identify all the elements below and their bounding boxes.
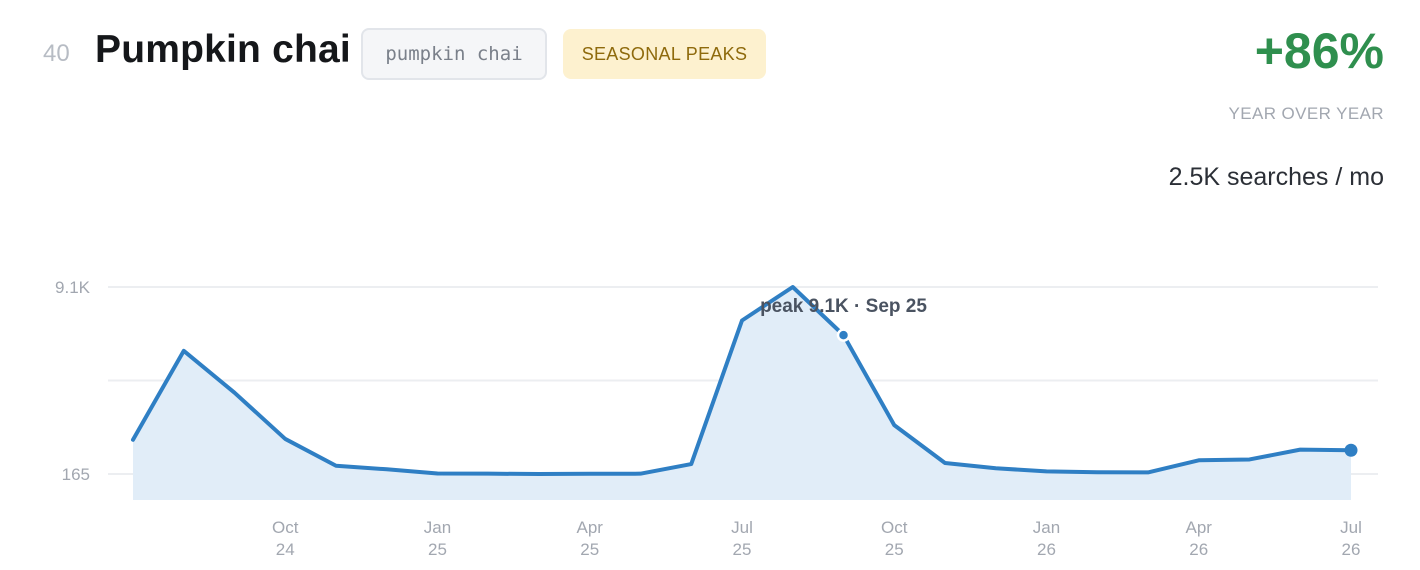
keyword-chip[interactable]: pumpkin chai — [361, 28, 547, 80]
x-tick-month: Jan — [1033, 518, 1060, 537]
x-tick-month: Jan — [424, 518, 451, 537]
x-tick-year: 26 — [1037, 540, 1056, 559]
x-tick-month: Apr — [577, 518, 604, 537]
x-tick-month: Oct — [272, 518, 299, 537]
x-tick-month: Oct — [881, 518, 908, 537]
search-volume: 2.5K searches / mo — [1168, 163, 1384, 191]
x-tick-year: 26 — [1342, 540, 1361, 559]
trend-title: Pumpkin chai — [95, 28, 351, 71]
seasonal-peaks-badge: SEASONAL PEAKS — [563, 29, 766, 79]
x-tick-month: Jul — [1340, 518, 1362, 537]
chart-label-layer: peak 9.1K · Sep 25 9.1K 165 Oct 24 Jan 25 Apr 25… — [55, 278, 1362, 559]
y-tick-label: 165 — [62, 465, 90, 484]
x-tick-year: 25 — [428, 540, 447, 559]
peak-point — [836, 328, 851, 342]
growth-percent: +86% — [1254, 23, 1384, 79]
y-tick-label: 9.1K — [55, 278, 91, 297]
series-line — [131, 285, 1353, 476]
last-point — [1344, 443, 1358, 457]
x-tick-year: 25 — [733, 540, 752, 559]
rank-number: 40 — [43, 40, 70, 67]
chart-line-layer — [131, 285, 1353, 476]
chart-point-layer — [836, 328, 1358, 457]
x-tick-month: Apr — [1186, 518, 1213, 537]
chart-area-layer — [133, 287, 1351, 500]
x-tick-month: Jul — [731, 518, 753, 537]
x-tick-year: 25 — [580, 540, 599, 559]
peak-annotation: peak 9.1K · Sep 25 — [760, 296, 927, 317]
growth-label: YEAR OVER YEAR — [1228, 104, 1384, 123]
series-area — [133, 287, 1351, 500]
x-tick-year: 26 — [1189, 540, 1208, 559]
x-tick-year: 24 — [276, 540, 295, 559]
x-tick-year: 25 — [885, 540, 904, 559]
